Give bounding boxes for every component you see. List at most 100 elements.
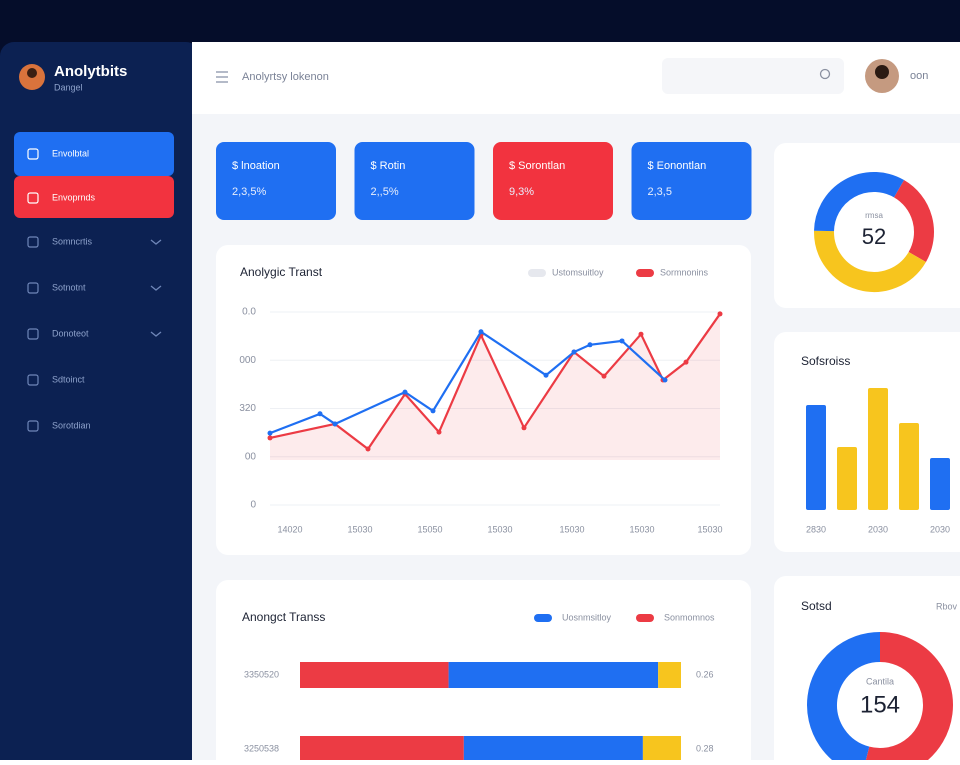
point [478,329,484,335]
stat-card[interactable] [216,142,336,220]
chart-title: Sotsd [801,599,832,613]
point [587,342,593,348]
chart-title: Sofsroiss [801,354,850,368]
stat-value: 2,,5% [371,186,399,198]
point [267,435,273,441]
nav-icon [27,282,39,294]
legend-swatch [528,269,546,277]
search-icon [819,68,831,80]
x-tick-label: 15030 [487,524,512,534]
card-menu[interactable]: Rbov [936,601,958,611]
x-tick-label: 14020 [277,524,302,534]
stat-value: 2,3,5 [648,186,672,198]
stat-title: $ lnoation [232,160,280,172]
y-tick-label: 00 [245,451,257,462]
nav-item[interactable]: Sorotdian [52,420,91,430]
nav-item[interactable]: Somncrtis [52,236,93,246]
stat-title: $ Sorontlan [509,160,565,172]
legend-label: Uosnmsitloy [562,612,612,622]
brand: Anolytbits [54,63,127,80]
area [270,313,720,460]
nav-item[interactable]: Sotnotnt [52,282,86,292]
legend-swatch [636,269,654,277]
nav-icon [27,236,39,248]
nav-icon [27,328,39,340]
bar-segment [300,662,449,688]
legend-swatch [534,614,552,622]
nav-item[interactable]: Envolbtal [52,148,89,158]
chart-title: Anolygic Transt [240,265,323,279]
sidebar [0,42,200,765]
nav-icon [27,192,39,204]
nav-item[interactable]: Sdtoinct [52,374,85,384]
bar [837,447,857,510]
legend-label: Ustomsuitloy [552,267,604,277]
point [317,411,323,417]
y-tick-label: 0 [250,500,256,511]
donut-segment [893,180,934,262]
point [638,331,644,337]
bar-segment [300,736,464,762]
x-tick-label: 2030 [930,524,950,534]
donut-segment [814,172,904,232]
user-avatar-head [875,65,889,79]
x-tick-label: 15030 [559,524,584,534]
stat-card[interactable] [631,142,752,220]
point [662,377,668,383]
point [601,373,607,379]
nav-item[interactable]: Envoprnds [52,192,96,202]
stat-card[interactable] [354,142,475,220]
donut-center: 154 [860,691,900,718]
point [543,372,549,378]
x-tick-label: 15030 [347,524,372,534]
point [436,429,442,435]
nav-icon [27,420,39,432]
point [619,338,625,344]
nav-icon [27,374,39,386]
chart-title: Anongct Transs [242,610,325,624]
row-end-label: 0.28 [696,743,714,753]
nav-chevron [150,285,162,291]
menu-icon[interactable] [216,71,228,83]
donut-center: 52 [862,224,886,249]
x-tick-label: 15030 [629,524,654,534]
nav-active[interactable] [14,132,174,176]
line-card [216,245,751,555]
y-tick-label: 320 [239,403,256,414]
bar-segment [658,662,681,688]
row-label: 3250538 [244,743,279,753]
y-tick-label: 000 [239,355,256,366]
point [332,421,338,427]
point [683,359,689,365]
legend-label: Sonmomnos [664,612,715,622]
donut-label: rmsa [865,211,883,220]
brand-avatar-head [27,68,37,78]
nav-chevron [150,239,162,245]
stat-value: 9,3% [509,186,534,198]
point [267,430,273,436]
nav-icon [27,148,39,160]
point [365,446,371,452]
stat-card[interactable] [493,142,613,220]
bar-segment [642,736,681,762]
point [430,408,436,414]
bar-segment [448,662,659,688]
brand-subtitle: Dangel [54,82,83,92]
bar [868,388,888,510]
stat-value: 2,3,5% [232,186,266,198]
user-name: oon [910,70,928,82]
donut-segment [814,230,926,292]
row-end-label: 0.26 [696,669,714,679]
nav-item[interactable]: Donoteot [52,328,89,338]
search-box[interactable] [662,58,844,94]
donut-label: Cantila [866,676,894,686]
legend-swatch [636,614,654,622]
bar [930,458,950,510]
x-tick-label: 15030 [697,524,722,534]
stat-title: $ Rotin [371,160,406,172]
x-tick-label: 2830 [806,524,826,534]
nav-highlight[interactable] [14,176,174,218]
x-tick-label: 15050 [417,524,442,534]
breadcrumb: Anolyrtsy lokenon [242,71,329,83]
